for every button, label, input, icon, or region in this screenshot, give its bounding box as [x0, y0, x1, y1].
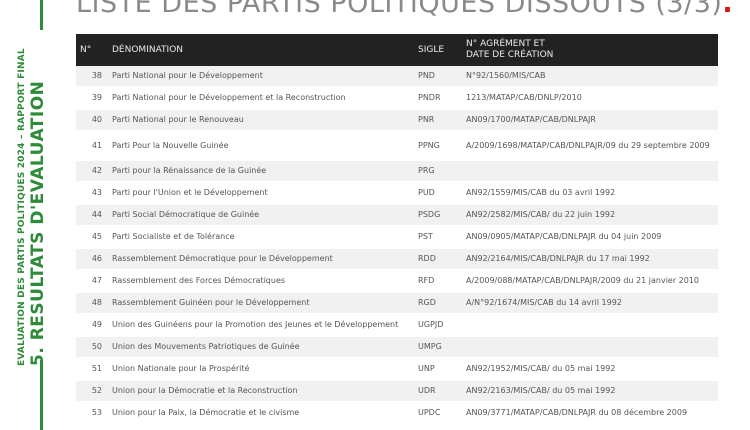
table-row: 43 Parti pour l'Union et le Développement… — [76, 182, 718, 205]
cell-name: Union pour la Démocratie et la Reconstru… — [108, 380, 414, 403]
cell-num: 48 — [76, 292, 108, 315]
cell-name: Parti Pour la Nouvelle Guinée — [108, 131, 414, 161]
cell-agrement: N°92/1560/MIS/CAB — [462, 66, 718, 88]
sidebar: EVALUATION DES PARTIS POLITIQUES 2024 – … — [0, 0, 58, 430]
table-row: 38 Parti National pour le Développement PN… — [76, 66, 718, 88]
page-title: LISTE DES PARTIS POLITIQUES DISSOUTS (3/… — [76, 0, 733, 24]
cell-sigle: RDD — [414, 248, 462, 271]
parties-table: N° DÉNOMINATION SIGLE N° AGRÉMENT ET DATE… — [76, 34, 718, 425]
table-body: 38 Parti National pour le Développement PN… — [76, 66, 718, 425]
cell-name: Union des Guinéens pour la Promotion des… — [108, 314, 414, 337]
header-agrement: N° AGRÉMENT ET DATE DE CRÉATION — [462, 34, 718, 66]
table-row: 50 Union des Mouvements Patriotiques de G… — [76, 336, 718, 359]
cell-num: 53 — [76, 402, 108, 425]
cell-agrement: AN92/2582/MIS/CAB/ du 22 juin 1992 — [462, 204, 718, 227]
cell-sigle: PSDG — [414, 204, 462, 227]
table-row: 52 Union pour la Démocratie et la Reconst… — [76, 380, 718, 403]
cell-agrement: AN92/2164/MIS/CAB/DNLPAJR du 17 mai 1992 — [462, 248, 718, 271]
cell-num: 47 — [76, 270, 108, 293]
header-agrement-line2: DATE DE CRÉATION — [466, 50, 554, 60]
cell-agrement: A/N°92/1674/MIS/CAB du 14 avril 1992 — [462, 292, 718, 315]
cell-num: 46 — [76, 248, 108, 271]
cell-agrement — [462, 336, 718, 359]
cell-agrement: AN92/1952/MIS/CAB/ du 05 mai 1992 — [462, 358, 718, 381]
table-row: 44 Parti Social Démocratique de Guinée PSD… — [76, 204, 718, 227]
cell-sigle: PNDR — [414, 87, 462, 110]
sidebar-line-top — [40, 0, 43, 30]
cell-agrement: 1213/MATAP/CAB/DNLP/2010 — [462, 87, 718, 110]
cell-num: 38 — [76, 66, 108, 88]
cell-sigle: UDR — [414, 380, 462, 403]
header-agrement-line1: N° AGRÉMENT ET — [466, 39, 545, 49]
table-row: 45 Parti Socialiste et de Tolérance PST AN0… — [76, 226, 718, 249]
cell-num: 41 — [76, 131, 108, 161]
cell-num: 42 — [76, 160, 108, 183]
cell-num: 50 — [76, 336, 108, 359]
cell-agrement: A/2009/088/MATAP/CAB/DNLPAJR/2009 du 21 … — [462, 270, 718, 293]
cell-agrement: AN09/1700/MATAP/CAB/DNLPAJR — [462, 109, 718, 132]
cell-sigle: RGD — [414, 292, 462, 315]
cell-name: Union pour la Paix, la Démocratie et le … — [108, 402, 414, 425]
table-row: 39 Parti National pour le Développement e… — [76, 87, 718, 110]
table-row: 47 Rassemblement des Forces Démocratiques… — [76, 270, 718, 293]
cell-agrement: AN92/2163/MIS/CAB/ du 05 mai 1992 — [462, 380, 718, 403]
cell-sigle: PUD — [414, 182, 462, 205]
table-row: 41 Parti Pour la Nouvelle Guinée PPNG A/200… — [76, 131, 718, 161]
cell-agrement: AN92/1559/MIS/CAB du 03 avril 1992 — [462, 182, 718, 205]
header-num: N° — [76, 34, 108, 66]
cell-sigle: UMPG — [414, 336, 462, 359]
cell-name: Parti National pour le Renouveau — [108, 109, 414, 132]
cell-num: 40 — [76, 109, 108, 132]
cell-name: Union des Mouvements Patriotiques de Gui… — [108, 336, 414, 359]
cell-agrement: A/2009/1698/MATAP/CAB/DNLPAJR/09 du 29 s… — [462, 131, 718, 161]
table-row: 51 Union Nationale pour la Prospérité UNP A… — [76, 358, 718, 381]
report-subtitle: EVALUATION DES PARTIS POLITIQUES 2024 – … — [17, 48, 27, 366]
cell-num: 45 — [76, 226, 108, 249]
cell-num: 51 — [76, 358, 108, 381]
cell-agrement: AN09/0905/MATAP/CAB/DNLPAJR du 04 juin 2… — [462, 226, 718, 249]
title-dot: . — [722, 0, 734, 19]
table-row: 53 Union pour la Paix, la Démocratie et l… — [76, 402, 718, 425]
header-sigle: SIGLE — [414, 34, 462, 66]
table-row: 42 Parti pour la Rénaissance de la Guinée… — [76, 160, 718, 183]
table-row: 46 Rassemblement Démocratique pour le Dév… — [76, 248, 718, 271]
sidebar-line-bottom — [40, 360, 43, 430]
cell-num: 44 — [76, 204, 108, 227]
cell-num: 43 — [76, 182, 108, 205]
cell-num: 39 — [76, 87, 108, 110]
cell-num: 49 — [76, 314, 108, 337]
cell-sigle: UGPJD — [414, 314, 462, 337]
table-header-row: N° DÉNOMINATION SIGLE N° AGRÉMENT ET DATE… — [76, 34, 718, 66]
cell-name: Parti National pour le Développement — [108, 66, 414, 88]
page-title-text: LISTE DES PARTIS POLITIQUES DISSOUTS (3/… — [76, 0, 723, 19]
cell-agrement: AN09/3771/MATAP/CAB/DNLPAJR du 08 décemb… — [462, 402, 718, 425]
cell-num: 52 — [76, 380, 108, 403]
cell-name: Union Nationale pour la Prospérité — [108, 358, 414, 381]
cell-sigle: PPNG — [414, 131, 462, 161]
cell-name: Parti pour la Rénaissance de la Guinée — [108, 160, 414, 183]
cell-sigle: PNR — [414, 109, 462, 132]
cell-sigle: UPDC — [414, 402, 462, 425]
header-name: DÉNOMINATION — [108, 34, 414, 66]
cell-name: Rassemblement Démocratique pour le Dével… — [108, 248, 414, 271]
cell-sigle: RFD — [414, 270, 462, 293]
cell-sigle: PND — [414, 66, 462, 88]
cell-name: Parti pour l'Union et le Développement — [108, 182, 414, 205]
cell-name: Parti Social Démocratique de Guinée — [108, 204, 414, 227]
section-title: 5. RESULTATS D'EVALUATION — [28, 80, 48, 366]
table-row: 48 Rassemblement Guinéen pour le Développ… — [76, 292, 718, 315]
cell-sigle: PRG — [414, 160, 462, 183]
cell-agrement — [462, 314, 718, 337]
cell-name: Rassemblement Guinéen pour le Développem… — [108, 292, 414, 315]
cell-sigle: UNP — [414, 358, 462, 381]
cell-sigle: PST — [414, 226, 462, 249]
cell-agrement — [462, 160, 718, 183]
table-row: 40 Parti National pour le Renouveau PNR AN0… — [76, 109, 718, 132]
sidebar-vertical-text: EVALUATION DES PARTIS POLITIQUES 2024 – … — [16, 36, 48, 366]
cell-name: Rassemblement des Forces Démocratiques — [108, 270, 414, 293]
cell-name: Parti Socialiste et de Tolérance — [108, 226, 414, 249]
cell-name: Parti National pour le Développement et … — [108, 87, 414, 110]
table-row: 49 Union des Guinéens pour la Promotion d… — [76, 314, 718, 337]
